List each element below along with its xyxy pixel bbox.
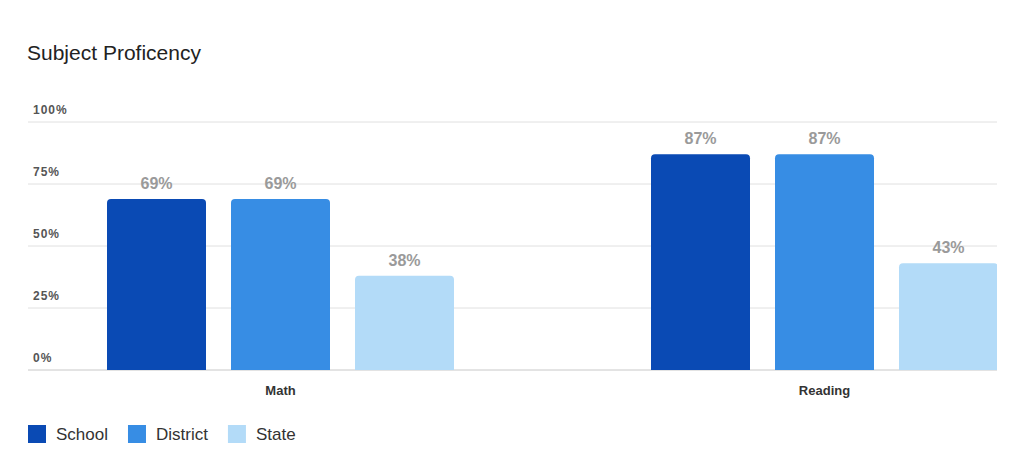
grid — [28, 122, 997, 370]
bar — [231, 199, 330, 370]
title: Subject Proficency — [27, 41, 201, 64]
y-tick-label: 25% — [33, 289, 60, 303]
bars — [107, 154, 997, 370]
data-label: 87% — [808, 130, 840, 147]
y-tick-label: 0% — [33, 351, 52, 365]
y-tick-label: 100% — [33, 103, 68, 117]
bar — [651, 154, 750, 370]
bar — [107, 199, 206, 370]
chart: Subject Proficency 0% 25% 50% 75% 100% 69% 69% 3… — [0, 0, 1016, 457]
labels: 69% 69% 38% 87% 87% 43% — [140, 130, 964, 269]
legend-label: School — [56, 425, 108, 444]
grid-line — [28, 122, 997, 123]
data-label: 38% — [388, 252, 420, 269]
data-label: 69% — [264, 175, 296, 192]
legend-swatch — [228, 425, 246, 443]
data-label: 87% — [684, 130, 716, 147]
bar — [355, 276, 454, 370]
legend-label: District — [156, 425, 208, 444]
data-label: 69% — [140, 175, 172, 192]
x-tick-label: Reading — [799, 383, 850, 398]
bar — [775, 154, 874, 370]
y-tick-label: 50% — [33, 227, 60, 241]
legend: School District State — [28, 425, 296, 444]
bar — [899, 263, 997, 370]
y-tick-label: 75% — [33, 165, 60, 179]
data-label: 43% — [932, 239, 964, 256]
x-tick-label: Math — [265, 383, 295, 398]
legend-label: State — [256, 425, 296, 444]
legend-swatch — [28, 425, 46, 443]
legend-swatch — [128, 425, 146, 443]
